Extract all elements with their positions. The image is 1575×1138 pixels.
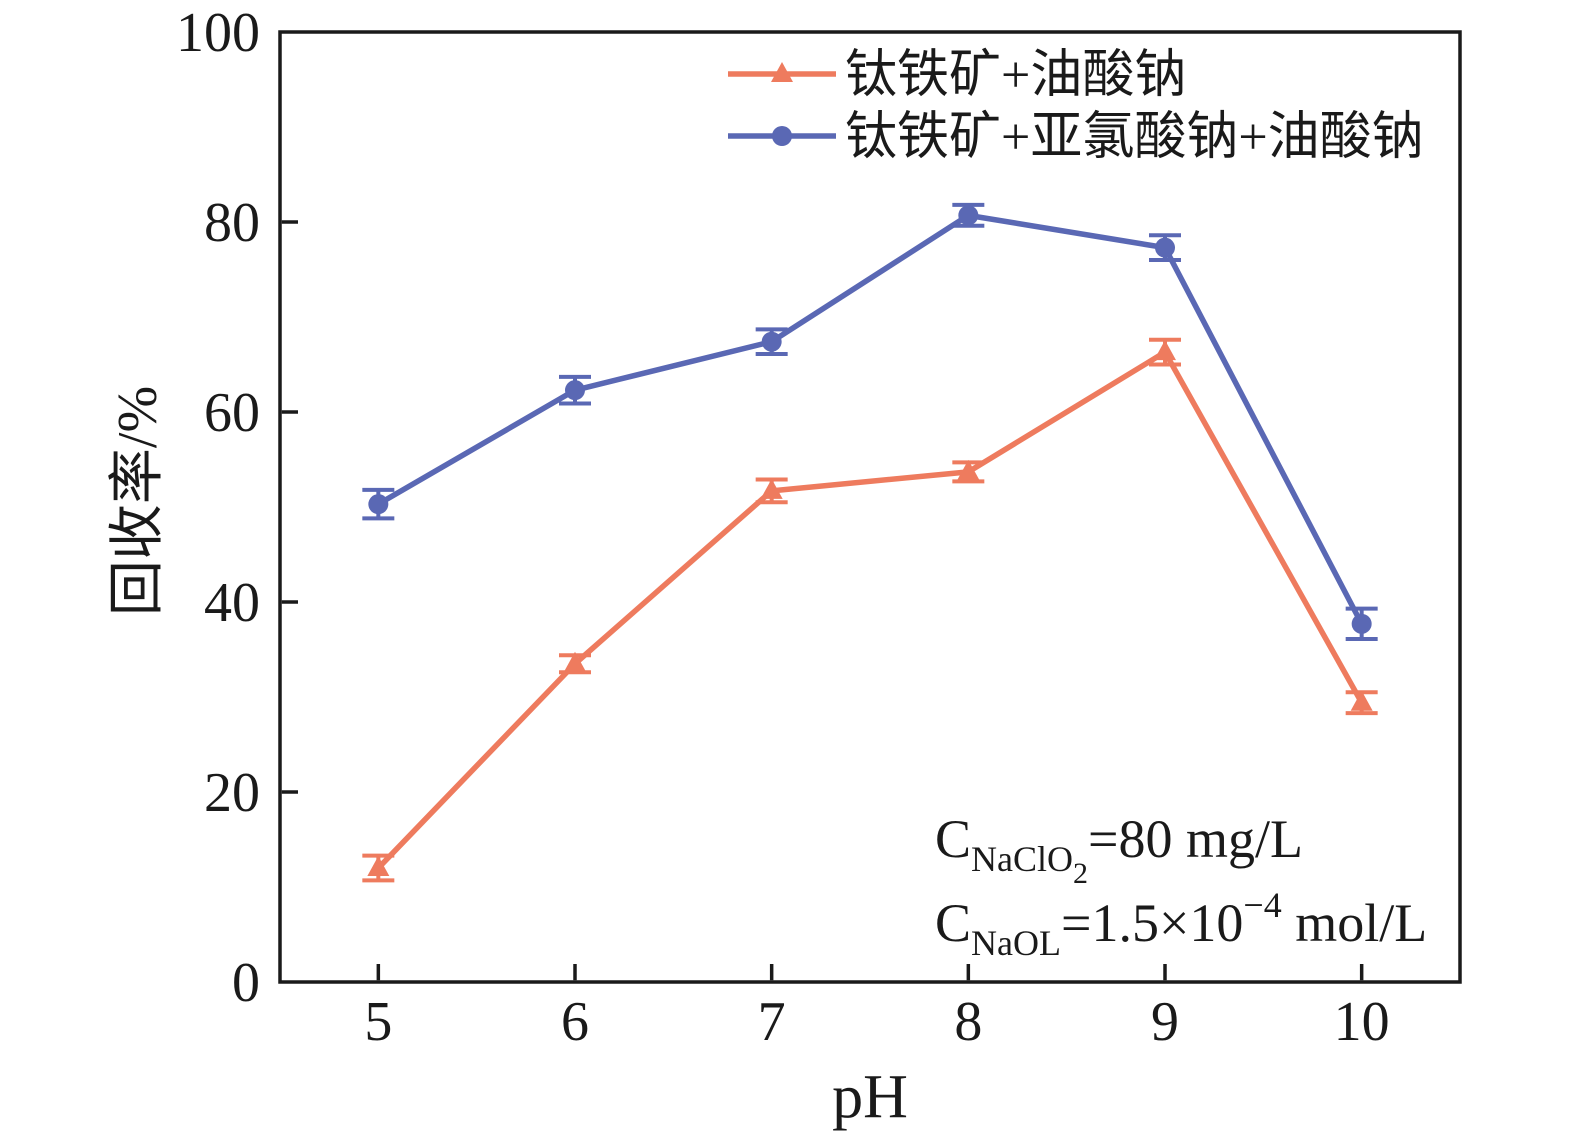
series-line-0: [376, 349, 1365, 870]
marker-circle-icon: [772, 126, 792, 146]
marker-triangle-icon: [957, 459, 980, 480]
annotation-segment: =80 mg/L: [1088, 809, 1303, 869]
marker-triangle-icon: [771, 62, 793, 82]
y-tick-label: 0: [232, 952, 260, 1014]
y-tick-label: 80: [204, 192, 260, 254]
y-tick-label: 100: [176, 2, 260, 64]
y-axis-title: 回收率/%: [107, 385, 169, 617]
series-line-1: [376, 212, 1365, 626]
marker-triangle-icon: [367, 856, 390, 876]
annotation-segment: NaOL: [971, 923, 1061, 963]
annotation-segment: C: [935, 893, 971, 953]
legend-label: 钛铁矿+亚氯酸钠+油酸钠: [845, 109, 1424, 166]
marker-triangle-icon: [1350, 690, 1373, 711]
annotation-segment: −4: [1243, 885, 1281, 925]
marker-triangle-icon: [760, 478, 783, 499]
x-tick-label: 7: [758, 991, 786, 1053]
annotation-segment: NaClO: [971, 839, 1073, 879]
y-tick-label: 60: [204, 382, 260, 444]
y-tick-label: 20: [204, 762, 260, 824]
legend-label: 钛铁矿+油酸钠: [845, 47, 1186, 104]
marker-circle-icon: [958, 205, 979, 226]
marker-circle-icon: [565, 380, 585, 401]
annotation-segment: =1.5×10: [1061, 893, 1243, 953]
x-tick-label: 10: [1334, 991, 1390, 1053]
annotation-segment: 2: [1073, 857, 1088, 890]
annotation-segment: C: [935, 809, 971, 869]
marker-circle-icon: [1155, 237, 1175, 258]
x-tick-label: 5: [364, 991, 392, 1053]
y-tick-label: 40: [204, 572, 260, 634]
marker-circle-icon: [1351, 613, 1372, 634]
x-tick-label: 6: [561, 991, 589, 1053]
plot-frame: [278, 30, 1462, 984]
annotation-line: CNaClO2=80 mg/L: [935, 809, 1303, 890]
marker-circle-icon: [761, 331, 782, 352]
annotation-segment: mol/L: [1282, 893, 1428, 953]
x-tick-label: 9: [1151, 991, 1179, 1053]
annotation-line: CNaOL=1.5×10−4 mol/L: [935, 885, 1427, 963]
x-tick-label: 8: [954, 991, 982, 1053]
marker-circle-icon: [368, 494, 389, 515]
marker-triangle-icon: [1154, 340, 1176, 361]
x-axis-title: pH: [832, 1063, 908, 1131]
marker-triangle-icon: [564, 651, 586, 672]
